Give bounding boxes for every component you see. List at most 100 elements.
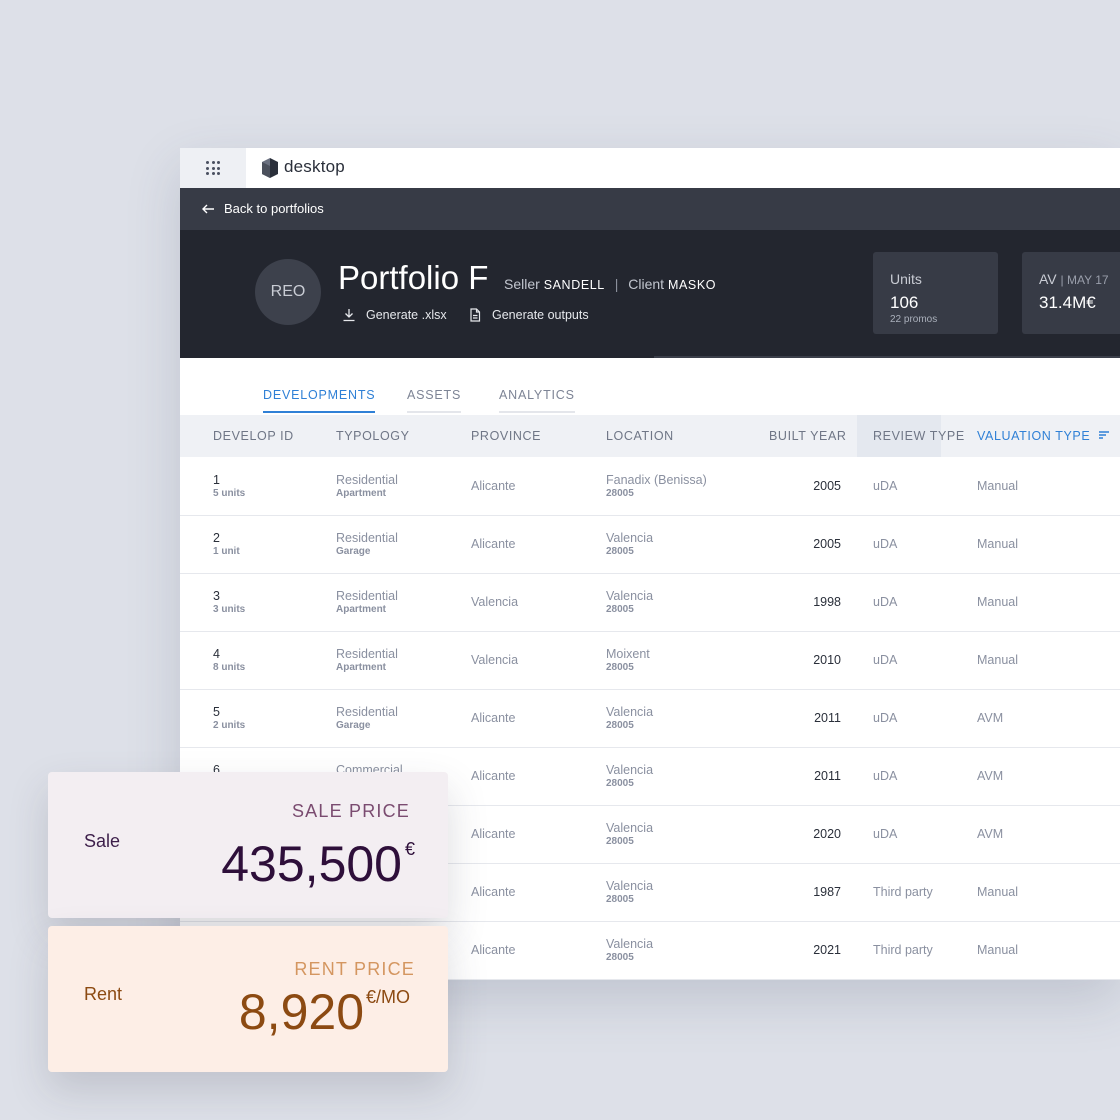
sale-label: Sale: [84, 831, 121, 851]
cell-valuation-type: AVM: [977, 827, 1004, 841]
back-arrow-icon[interactable]: [200, 201, 216, 217]
client-label: Client: [628, 276, 665, 292]
sale-price-card: Sale SALE PRICE 435,500 €: [48, 772, 448, 918]
cell-review-type: uDA: [873, 769, 898, 783]
cell-postcode: 28005: [606, 836, 634, 847]
col-valuation-type-label: VALUATION TYPE: [977, 429, 1091, 443]
cell-develop-id: 2: [213, 531, 220, 545]
client-name: MASKO: [667, 278, 717, 292]
col-typology[interactable]: TYPOLOGY: [336, 429, 410, 443]
table-row[interactable]: Alicante Valencia 28005 1987 Third party Manu…: [180, 863, 1120, 922]
cell-unit-count: 3 units: [213, 604, 246, 615]
meta-divider: |: [614, 276, 619, 292]
table-row[interactable]: Alicante Valencia 28005 2021 Third party Manu…: [180, 921, 1120, 980]
cell-typology: Residential: [336, 589, 398, 603]
cell-postcode: 28005: [606, 546, 634, 557]
cell-valuation-type: AVM: [977, 769, 1004, 783]
cell-review-type: uDA: [873, 595, 898, 609]
cell-unit-count: 1 unit: [213, 546, 240, 557]
generate-xlsx-label: Generate .xlsx: [366, 308, 447, 322]
cell-location: Valencia: [606, 531, 654, 545]
cell-review-type: uDA: [873, 711, 898, 725]
av-stat-card: AV | MAY 17 31.4M€: [1022, 252, 1120, 334]
cell-location: Valencia: [606, 589, 654, 603]
tab-analytics[interactable]: ANALYTICS: [499, 388, 575, 413]
top-bar: desktop: [180, 148, 1120, 188]
rent-price-unit: €/MO: [366, 987, 411, 1007]
cell-review-type: Third party: [873, 885, 933, 899]
cell-typology: Residential: [336, 531, 398, 545]
cell-location: Valencia: [606, 821, 654, 835]
cell-built-year: 2011: [814, 769, 841, 783]
cell-built-year: 2010: [813, 653, 841, 667]
cell-province: Valencia: [471, 595, 519, 609]
cell-built-year: 2020: [813, 827, 841, 841]
col-review-type[interactable]: REVIEW TYPE: [873, 429, 965, 443]
units-value: 106: [890, 293, 919, 312]
rent-price-amount: 8,920: [238, 984, 364, 1040]
cell-valuation-type: Manual: [977, 885, 1018, 899]
cell-location: Fanadix (Benissa): [606, 473, 707, 487]
cell-province: Valencia: [471, 653, 519, 667]
apps-grid-icon[interactable]: [180, 148, 246, 188]
generate-outputs-label: Generate outputs: [492, 308, 589, 322]
sale-price-amount: 435,500: [221, 836, 402, 892]
cell-location: Valencia: [606, 705, 654, 719]
generate-xlsx-button[interactable]: Generate .xlsx: [342, 308, 447, 322]
tab-assets[interactable]: ASSETS: [407, 388, 462, 413]
cell-postcode: 28005: [606, 604, 634, 615]
table-row[interactable]: Alicante Valencia 28005 2020 uDA AVM: [180, 805, 1120, 864]
cell-typology-subtype: Apartment: [336, 488, 387, 499]
cell-unit-count: 8 units: [213, 662, 246, 673]
cell-review-type: Third party: [873, 943, 933, 957]
cell-province: Alicante: [471, 943, 516, 957]
cell-review-type: uDA: [873, 827, 898, 841]
cell-built-year: 1987: [813, 885, 841, 899]
cell-typology-subtype: Apartment: [336, 604, 387, 615]
generate-outputs-button[interactable]: Generate outputs: [468, 308, 589, 322]
cell-develop-id: 5: [213, 705, 220, 719]
col-valuation-type[interactable]: VALUATION TYPE: [977, 429, 1110, 443]
cell-typology-subtype: Garage: [336, 720, 371, 731]
cell-built-year: 1998: [813, 595, 841, 609]
cell-location: Moixent: [606, 647, 650, 661]
cell-valuation-type: Manual: [977, 595, 1018, 609]
rent-label: Rent: [84, 984, 123, 1004]
cell-typology-subtype: Apartment: [336, 662, 387, 673]
av-value: 31.4M€: [1039, 293, 1096, 312]
back-to-portfolios-link[interactable]: Back to portfolios: [224, 201, 324, 216]
seller-name: SANDELL: [543, 278, 605, 292]
cell-valuation-type: Manual: [977, 653, 1018, 667]
cell-valuation-type: Manual: [977, 943, 1018, 957]
units-stat-card: Units 106 22 promos: [873, 252, 998, 334]
seller-label: Seller: [504, 276, 540, 292]
cell-postcode: 28005: [606, 778, 634, 789]
cell-typology-subtype: Garage: [336, 546, 371, 557]
tab-developments[interactable]: DEVELOPMENTS: [263, 388, 376, 413]
col-province[interactable]: PROVINCE: [471, 429, 542, 443]
cell-unit-count: 2 units: [213, 720, 246, 731]
cell-typology: Residential: [336, 705, 398, 719]
document-icon: [470, 308, 481, 322]
units-label: Units: [890, 271, 922, 287]
cell-review-type: uDA: [873, 537, 898, 551]
table-header: DEVELOP ID TYPOLOGY PROVINCE LOCATION BU…: [180, 415, 1120, 457]
portfolio-meta: Seller SANDELL | Client MASKO: [504, 276, 716, 292]
cell-province: Alicante: [471, 537, 516, 551]
sort-icon[interactable]: [1098, 430, 1110, 440]
cell-built-year: 2021: [813, 943, 841, 957]
col-built-year[interactable]: BUILT YEAR: [769, 429, 847, 443]
sale-price-unit: €: [405, 839, 416, 859]
col-develop-id[interactable]: DEVELOP ID: [213, 429, 294, 443]
av-label: AV: [1039, 271, 1057, 287]
av-label-row: AV | MAY 17: [1039, 271, 1109, 287]
cell-typology: Residential: [336, 647, 398, 661]
av-date: | MAY 17: [1060, 273, 1109, 287]
units-sub: 22 promos: [890, 314, 938, 325]
col-location[interactable]: LOCATION: [606, 429, 674, 443]
